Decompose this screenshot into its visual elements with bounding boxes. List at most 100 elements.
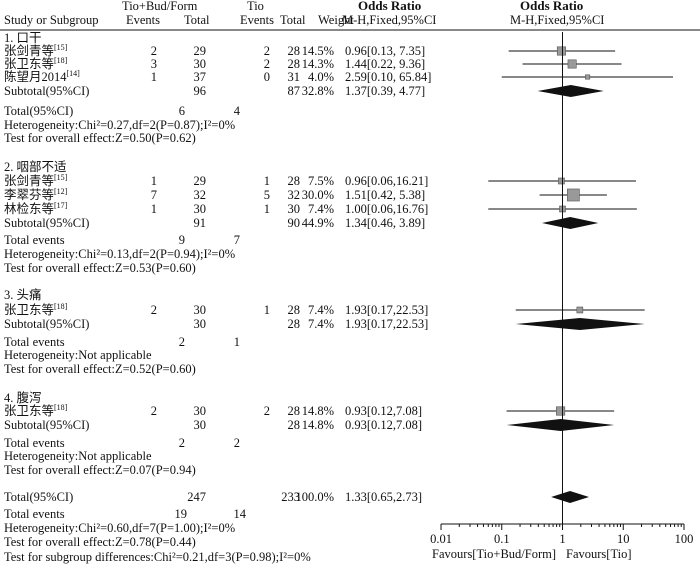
study-reference: [15] bbox=[54, 173, 68, 182]
total-events-label: Total(95%CI) bbox=[4, 104, 73, 118]
study-weight: 30.0% bbox=[302, 188, 334, 202]
study-events1: 2 bbox=[151, 44, 157, 58]
study-total2: 28 bbox=[288, 303, 301, 317]
subgroup-differences: Test for subgroup differences:Chi²=0.21,… bbox=[4, 550, 311, 564]
total-events-label: Total events bbox=[4, 233, 65, 247]
study-row-label: 张卫东等[18] bbox=[4, 302, 68, 317]
study-name: 张剑青等 bbox=[4, 43, 54, 58]
subtotal-total2: 28 bbox=[288, 418, 301, 432]
study-events2: 1 bbox=[264, 303, 270, 317]
study-marker bbox=[576, 306, 584, 314]
subtotal-ci-text: 1.93[0.17,22.53] bbox=[345, 317, 428, 331]
total-events2: 2 bbox=[234, 436, 240, 450]
subtotal-total1: 91 bbox=[194, 216, 207, 230]
study-row-label: 张卫东等[18] bbox=[4, 56, 68, 71]
header-plot-title: Odds Ratio bbox=[520, 0, 583, 13]
subtotal-ci-text: 1.34[0.46, 3.89] bbox=[345, 216, 425, 230]
study-weight: 14.5% bbox=[302, 44, 334, 58]
study-reference: [15] bbox=[54, 43, 68, 52]
study-row-label: 张卫东等[18] bbox=[4, 403, 68, 418]
study-reference: [12] bbox=[54, 187, 68, 196]
overall-effect-text: Test for overall effect:Z=0.52(P=0.60) bbox=[4, 362, 196, 376]
subtotal-diamond bbox=[515, 318, 645, 330]
total-events-label: Total events bbox=[4, 335, 65, 349]
study-marker bbox=[556, 406, 566, 416]
study-name: 张卫东等 bbox=[4, 403, 54, 418]
subgroup-title: 3. 头痛 bbox=[4, 287, 42, 302]
study-marker bbox=[567, 59, 577, 69]
study-events2: 5 bbox=[264, 188, 270, 202]
subtotal-ci-text: 1.37[0.39, 4.77] bbox=[345, 84, 425, 98]
header-weight: Weight bbox=[318, 13, 354, 27]
study-reference: [18] bbox=[54, 302, 68, 311]
favours-right-label: Favours[Tio] bbox=[566, 547, 632, 561]
study-events1: 1 bbox=[151, 70, 157, 84]
overall-effect: Test for overall effect:Z=0.78(P=0.44) bbox=[4, 535, 196, 549]
subtotal-total1: 30 bbox=[194, 317, 207, 331]
study-marker bbox=[567, 188, 580, 202]
subtotal-label: Subtotal(95%CI) bbox=[4, 317, 89, 331]
study-events1: 3 bbox=[151, 57, 157, 71]
total-events2: 4 bbox=[234, 104, 241, 118]
study-ci-text: 1.51[0.42, 5.38] bbox=[345, 188, 425, 202]
study-events1: 1 bbox=[151, 202, 157, 216]
study-events1: 7 bbox=[151, 188, 157, 202]
study-total2: 28 bbox=[288, 404, 301, 418]
header-or-title: Odds Ratio bbox=[358, 0, 421, 13]
total-events1: 9 bbox=[179, 233, 185, 247]
study-name: 林检东等 bbox=[4, 201, 54, 216]
overall-weight: 100.0% bbox=[295, 490, 334, 504]
total-events2: 7 bbox=[234, 233, 240, 247]
study-total1: 29 bbox=[194, 174, 207, 188]
overall-ci-text: 1.33[0.65,2.73] bbox=[345, 490, 422, 504]
study-reference: [17] bbox=[54, 201, 68, 210]
study-weight: 7.5% bbox=[308, 174, 334, 188]
overall-total-label: Total(95%CI) bbox=[4, 490, 73, 504]
subtotal-label: Subtotal(95%CI) bbox=[4, 84, 89, 98]
subgroup-title: 1. 口干 bbox=[4, 31, 42, 45]
study-ci-text: 2.59[0.10, 65.84] bbox=[345, 70, 431, 84]
header-events1: Events bbox=[126, 13, 160, 27]
x-tick-label: 1 bbox=[559, 532, 565, 546]
header-study: Study or Subgroup bbox=[4, 13, 98, 27]
study-name: 李翠芬等 bbox=[4, 187, 54, 202]
subtotal-total1: 96 bbox=[194, 84, 207, 98]
study-total1: 37 bbox=[194, 70, 207, 84]
study-events1: 1 bbox=[151, 174, 157, 188]
study-row-label: 张剑青等[15] bbox=[4, 43, 68, 58]
study-name: 张剑青等 bbox=[4, 173, 54, 188]
study-ci-text: 1.44[0.22, 9.36] bbox=[345, 57, 425, 71]
study-row-label: 林检东等[17] bbox=[4, 201, 68, 216]
subtotal-diamond bbox=[506, 419, 615, 431]
study-events1: 2 bbox=[151, 303, 157, 317]
study-events2: 2 bbox=[264, 44, 270, 58]
subtotal-label: Subtotal(95%CI) bbox=[4, 418, 89, 432]
study-weight: 4.0% bbox=[308, 70, 334, 84]
subtotal-total2: 87 bbox=[288, 84, 301, 98]
study-events2: 2 bbox=[264, 404, 270, 418]
subtotal-total2: 28 bbox=[288, 317, 301, 331]
subtotal-diamond bbox=[542, 217, 599, 229]
total-events1: 2 bbox=[179, 436, 185, 450]
subtotal-diamond bbox=[537, 85, 604, 97]
study-weight: 14.3% bbox=[302, 57, 334, 71]
subgroup-title: 2. 咽部不适 bbox=[4, 159, 67, 174]
study-total2: 28 bbox=[288, 44, 301, 58]
heterogeneity-text: Heterogeneity:Chi²=0.13,df=2(P=0.94);I²=… bbox=[4, 247, 235, 261]
overall-effect-text: Test for overall effect:Z=0.53(P=0.60) bbox=[4, 261, 196, 275]
overall-total1: 247 bbox=[187, 490, 206, 504]
study-row-label: 李翠芬等[12] bbox=[4, 187, 68, 202]
study-events2: 0 bbox=[264, 70, 270, 84]
study-total2: 30 bbox=[288, 202, 301, 216]
study-events1: 2 bbox=[151, 404, 157, 418]
subtotal-weight: 7.4% bbox=[308, 317, 334, 331]
study-row-label: 张剑青等[15] bbox=[4, 173, 68, 188]
study-name: 张卫东等 bbox=[4, 56, 54, 71]
total-events1: 2 bbox=[179, 335, 185, 349]
favours-left-label: Favours[Tio+Bud/Form] bbox=[432, 547, 556, 561]
study-weight: 7.4% bbox=[308, 202, 334, 216]
subtotal-total2: 90 bbox=[288, 216, 301, 230]
study-events2: 1 bbox=[264, 174, 270, 188]
study-total2: 32 bbox=[288, 188, 301, 202]
